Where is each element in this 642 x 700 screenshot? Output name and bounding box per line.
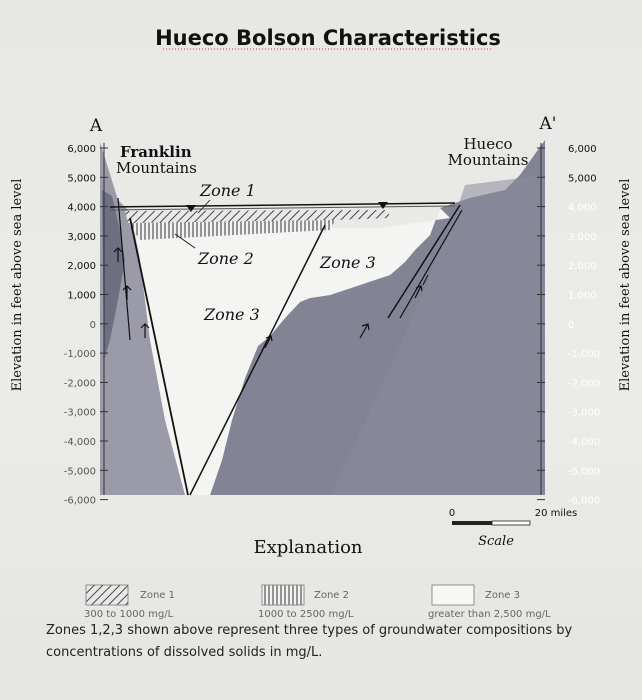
- zone1-band: [125, 210, 390, 223]
- fault-line-left: [129, 217, 189, 496]
- left-tick-label: -5,000: [64, 466, 96, 477]
- franklin-label-line1: Franklin: [120, 143, 192, 161]
- right-tick-label: 0: [568, 320, 574, 331]
- right-tick-label: 3,000: [568, 232, 597, 243]
- zone2-label: Zone 2: [197, 249, 254, 268]
- water-table-line: [109, 202, 456, 208]
- left-tick-label: 3,000: [67, 232, 96, 243]
- legend-zone1-name: Zone 1: [140, 590, 175, 601]
- left-tick-label: -2,000: [64, 378, 96, 389]
- fault-arrow-1: [113, 247, 123, 262]
- legend-zone1-swatch: [85, 584, 129, 606]
- left-tick-label: 4,000: [67, 203, 96, 214]
- water-table-marker-right: [378, 202, 388, 209]
- left-tick-label: -3,000: [64, 408, 96, 419]
- zone2-band: [128, 220, 335, 240]
- water-table-marker-left: [186, 205, 196, 212]
- right-tick-label: -4,000: [568, 437, 600, 448]
- section-left-marker: A: [89, 116, 103, 136]
- right-tick-label: -2,000: [568, 378, 600, 389]
- diagram-title: Hueco Bolson Characteristics: [155, 26, 501, 50]
- left-tick-label: 0: [90, 320, 96, 331]
- left-tick-label: 5,000: [67, 173, 96, 184]
- legend-zone3-swatch: [431, 584, 475, 606]
- scale-bar-dark: [452, 521, 492, 525]
- right-tick-label: 5,000: [568, 173, 597, 184]
- right-tick-label: 4,000: [568, 203, 597, 214]
- mountain-fault-zone: [102, 190, 125, 360]
- scale-title: Scale: [478, 534, 514, 549]
- zone3-basin-left: [135, 228, 380, 495]
- fault-line-right-b: [399, 209, 463, 319]
- legend-zone2-name: Zone 2: [314, 590, 349, 601]
- right-tick-label: 2,000: [568, 261, 597, 272]
- zone3-basin-right: [300, 208, 450, 302]
- scale-bar-light: [491, 520, 531, 526]
- left-tick-label: 1,000: [67, 291, 96, 302]
- fault-arrow-5: [359, 323, 370, 339]
- zone3-label-left: Zone 3: [203, 305, 260, 324]
- legend-zone3-range: greater than 2,500 mg/L: [428, 609, 551, 620]
- fault-arrow-3: [140, 323, 150, 338]
- fault-line-center: [189, 224, 326, 496]
- right-tick-label: 1,000: [568, 291, 597, 302]
- fault-line-right-a: [387, 204, 461, 319]
- zone1-pointer: [197, 199, 211, 214]
- zone3-label-right: Zone 3: [319, 253, 376, 272]
- left-tick-label: -6,000: [64, 496, 96, 507]
- zone2-pointer: [174, 233, 196, 249]
- hueco-label-line2: Mountains: [448, 151, 529, 169]
- left-tick-label: -1,000: [64, 349, 96, 360]
- legend-zone2-range: 1000 to 2500 mg/L: [258, 609, 354, 620]
- legend-zone1-range: 300 to 1000 mg/L: [84, 609, 174, 620]
- franklin-label-line2: Mountains: [116, 159, 197, 177]
- fault-arrow-2: [122, 285, 132, 300]
- fault-arrow-4: [264, 335, 273, 349]
- y-axis-label-left: Elevation in feet above sea level: [10, 179, 25, 392]
- legend-zone3-name: Zone 3: [485, 590, 520, 601]
- fault-arrow-6: [414, 285, 423, 299]
- note-line2: concentrations of dissolved solids in mg…: [46, 645, 322, 660]
- zone1-label: Zone 1: [199, 181, 256, 200]
- note-line1: Zones 1,2,3 shown above represent three …: [46, 623, 572, 638]
- right-tick-label: -5,000: [568, 466, 600, 477]
- fault-tick-7: [422, 274, 429, 286]
- right-tick-label: -1,000: [568, 349, 600, 360]
- fault-line-mountain: [117, 197, 131, 341]
- hueco-label-line1: Hueco: [463, 135, 512, 153]
- section-right-marker: A': [539, 114, 557, 134]
- right-tick-label: -3,000: [568, 408, 600, 419]
- explanation-heading: Explanation: [253, 537, 362, 558]
- y-axis-label-right: Elevation in feet above sea level: [618, 179, 633, 392]
- left-tick-label: 2,000: [67, 261, 96, 272]
- left-tick-label: -4,000: [64, 437, 96, 448]
- scale-end-label: 20 miles: [535, 508, 578, 519]
- legend-zone2-swatch: [261, 584, 305, 606]
- ground-surface-line: [109, 205, 456, 211]
- right-tick-label: -6,000: [568, 496, 600, 507]
- left-tick-label: 6,000: [67, 144, 96, 155]
- left-axis-ticks: 6,000 5,000 4,000 3,000 2,000 1,000 0 -1,000 -2,…: [64, 144, 108, 507]
- scale-start-label: 0: [449, 508, 455, 519]
- bedrock-right-shading: [330, 175, 545, 495]
- right-axis-ticks: 6,000 5,000 4,000 3,000 2,000 1,000 0 -1,000 -2,…: [537, 144, 600, 507]
- right-tick-label: 6,000: [568, 144, 597, 155]
